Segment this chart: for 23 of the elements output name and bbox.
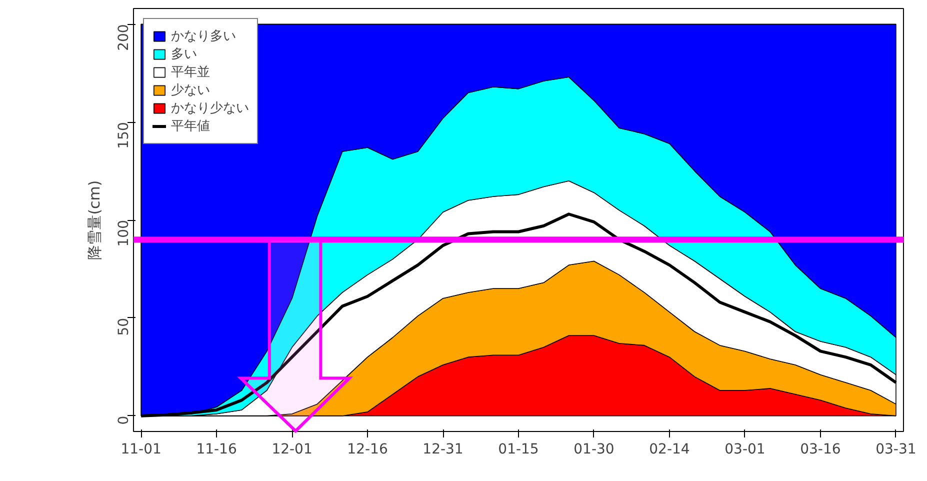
legend-label: 少ない <box>171 82 210 99</box>
x-tick-label: 01-15 <box>498 442 539 458</box>
x-tick-label: 03-16 <box>800 442 841 458</box>
x-tick-label: 01-30 <box>574 442 614 458</box>
legend-label: かなり少ない <box>171 100 249 117</box>
x-tick-label: 12-16 <box>347 442 388 458</box>
x-tick-label: 12-31 <box>422 442 464 458</box>
legend-label: 多い <box>171 46 197 63</box>
x-tick-label: 02-14 <box>649 442 690 458</box>
x-tick-label: 11-01 <box>120 442 162 458</box>
legend-label: かなり多い <box>171 28 236 45</box>
legend-label: 平年並 <box>171 64 210 81</box>
y-tick-label: 200 <box>116 24 132 51</box>
y-tick-label: 50 <box>116 318 132 336</box>
legend-label: 平年値 <box>171 118 210 135</box>
x-tick-label: 03-31 <box>876 442 916 458</box>
x-tick-label: 03-01 <box>724 442 766 458</box>
x-tick-label: 12-01 <box>272 442 312 458</box>
y-tick-label: 150 <box>116 122 132 149</box>
x-tick-label: 11-16 <box>196 442 237 458</box>
y-tick-label: 100 <box>116 220 132 247</box>
y-axis-title: 降雪量(cm) <box>86 180 104 260</box>
y-tick-label: 0 <box>116 416 132 425</box>
